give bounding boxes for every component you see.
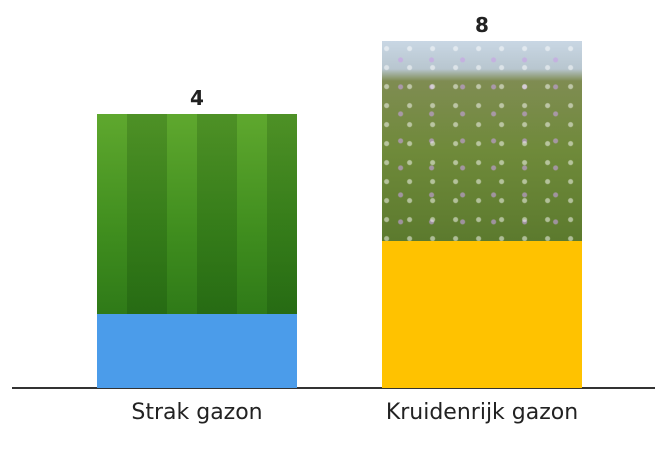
value-label: 4	[190, 86, 204, 111]
bar	[382, 240, 582, 388]
category-label: Strak gazon	[131, 400, 263, 425]
bar-image	[97, 114, 297, 315]
value-label: 8	[475, 12, 489, 37]
bar	[97, 314, 297, 388]
bar-image	[382, 40, 582, 241]
category-label: Kruidenrijk gazon	[385, 400, 579, 425]
baseline	[12, 387, 655, 389]
